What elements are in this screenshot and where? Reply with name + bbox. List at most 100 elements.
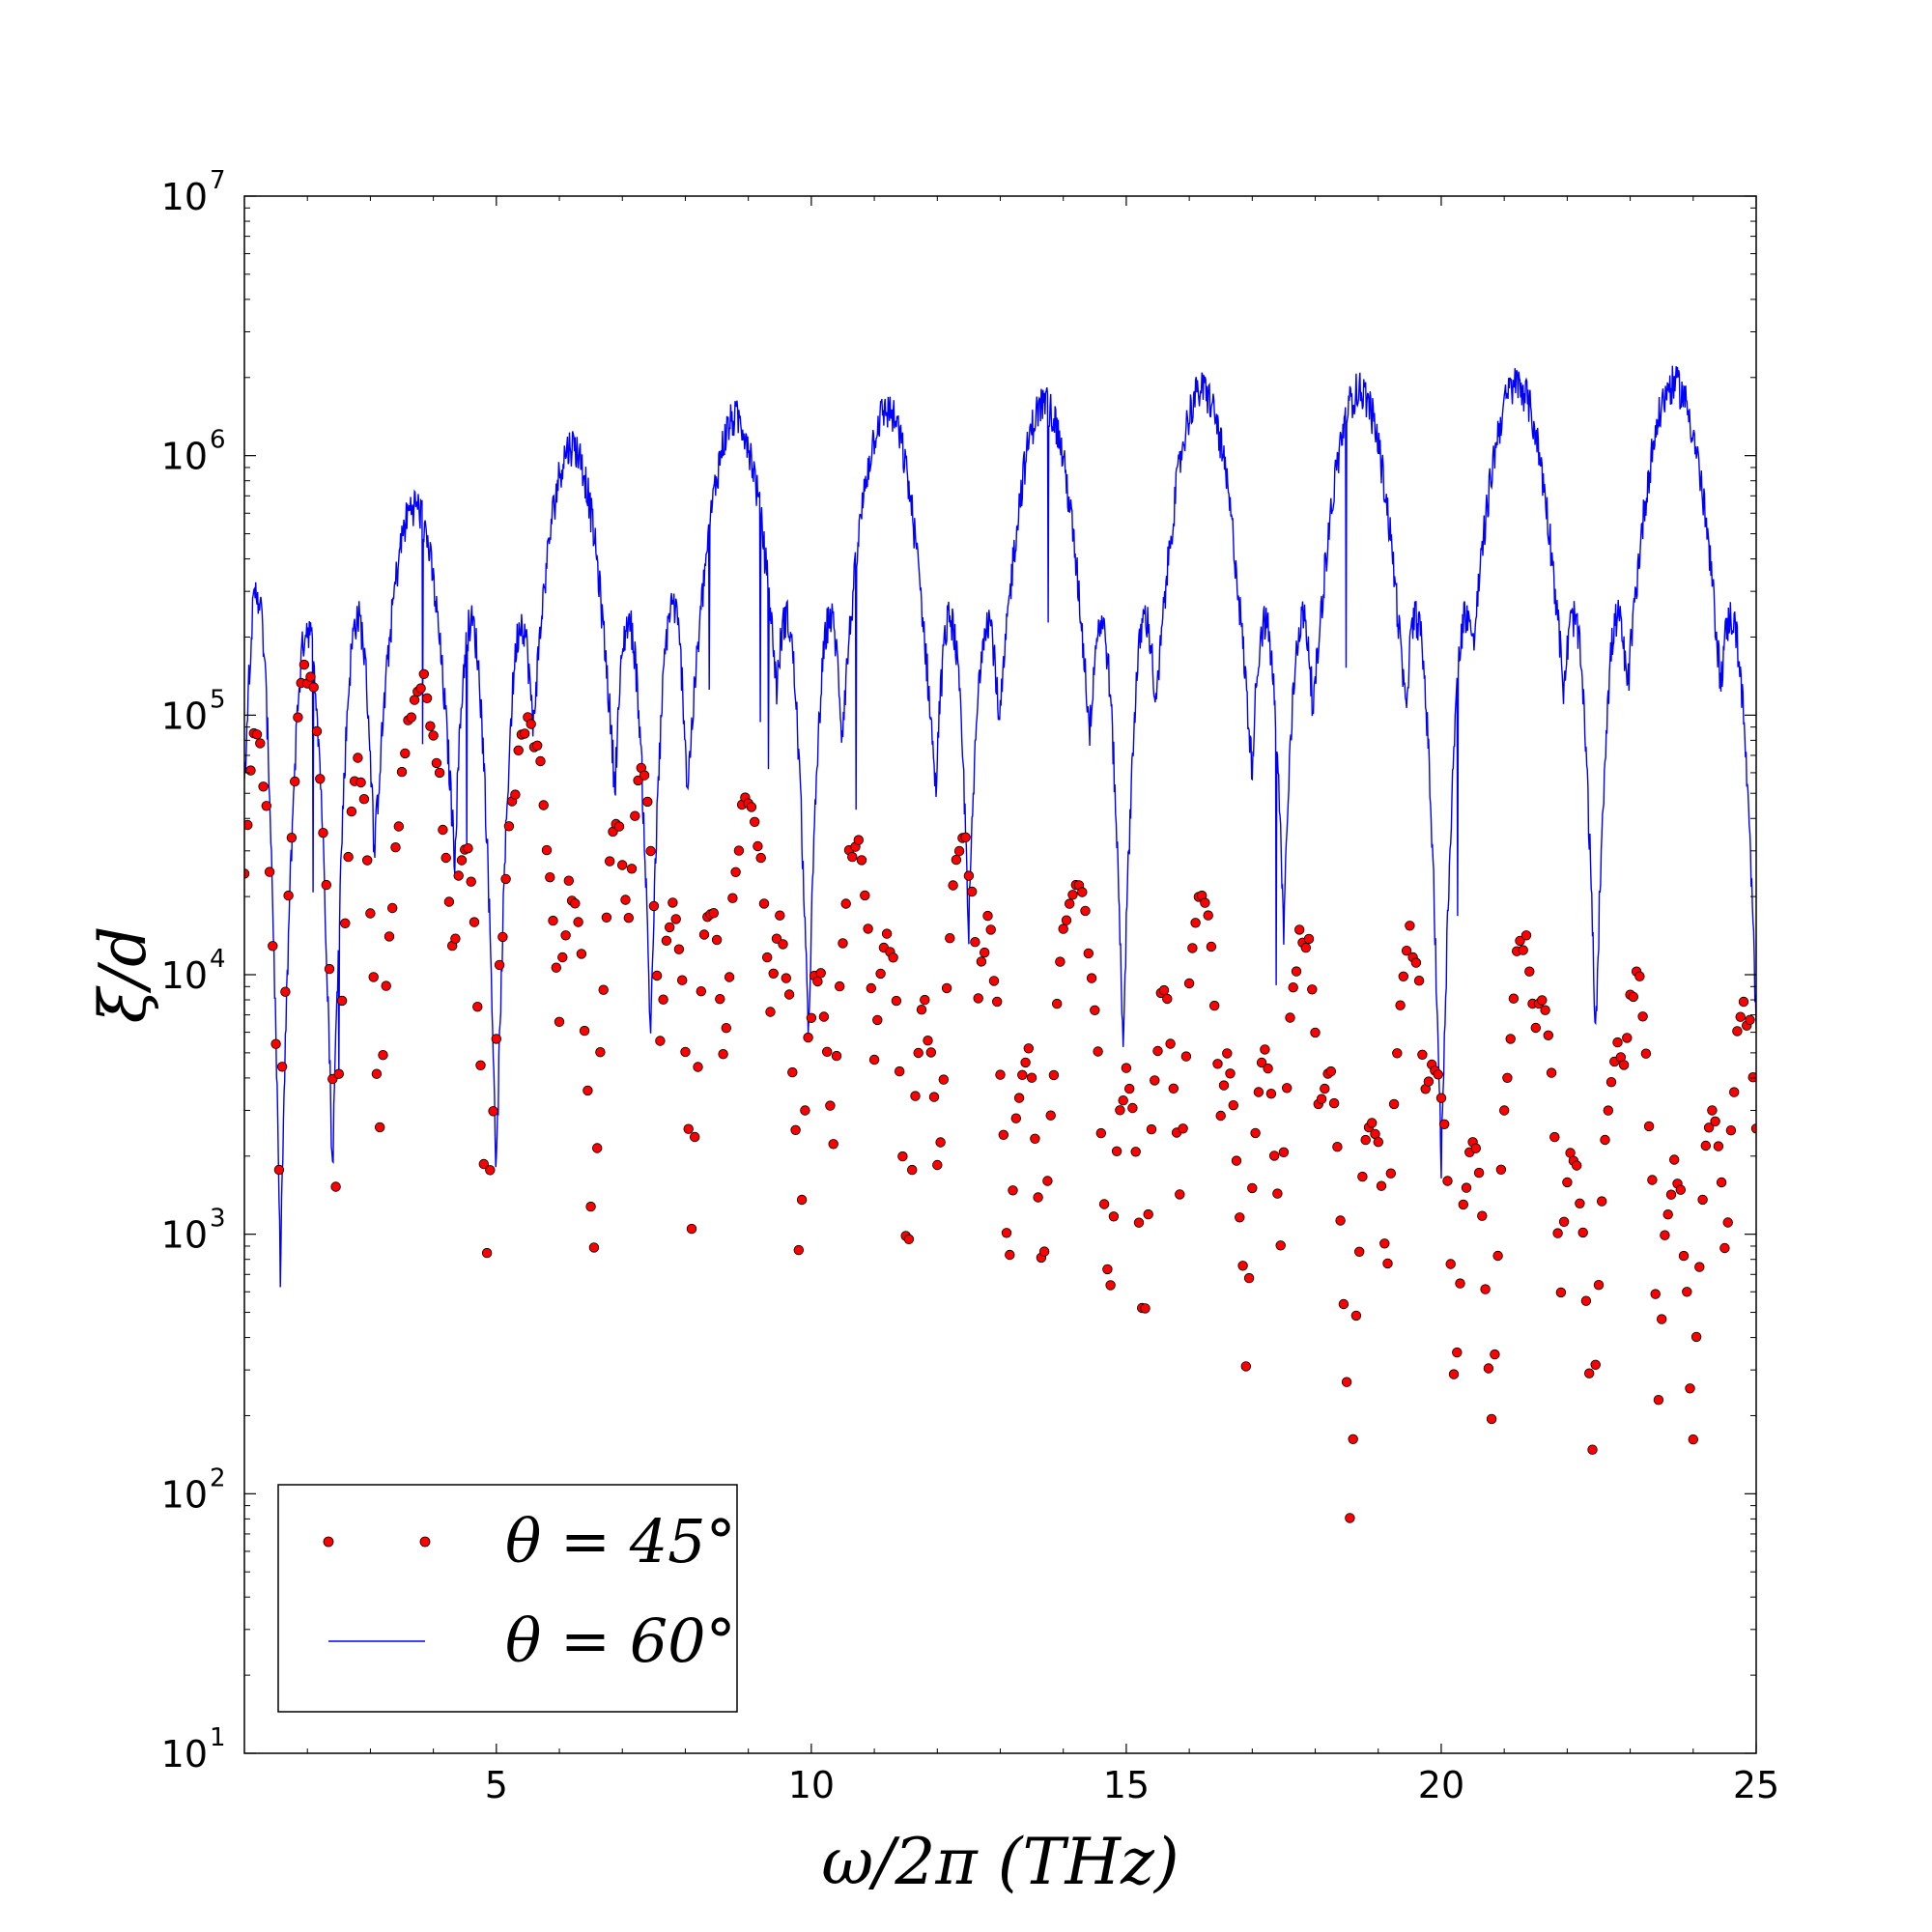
data-point (538, 800, 549, 810)
data-point (985, 924, 996, 935)
data-point (1520, 930, 1532, 941)
data-point (831, 1050, 842, 1062)
data-point (1130, 1147, 1141, 1157)
data-point (891, 995, 902, 1007)
y-tick-exponent: 7 (210, 166, 226, 195)
data-point (1260, 1044, 1270, 1055)
data-point (276, 1062, 288, 1072)
data-point (875, 968, 886, 980)
data-point (698, 929, 710, 940)
data-point (311, 725, 323, 737)
data-point (268, 941, 278, 952)
data-point (244, 819, 253, 831)
data-point (1587, 1444, 1598, 1455)
data-point (573, 917, 583, 927)
data-point (648, 900, 660, 912)
data-point (1320, 1083, 1330, 1094)
y-tick-exponent: 1 (210, 1723, 226, 1752)
data-point (598, 984, 609, 995)
data-point (1461, 1182, 1472, 1193)
data-point (863, 923, 873, 934)
data-point (1552, 1228, 1563, 1238)
data-point (1376, 1180, 1387, 1191)
data-point (1108, 1211, 1120, 1222)
data-point (690, 1131, 700, 1143)
data-point (1401, 946, 1412, 956)
data-point (881, 928, 893, 939)
data-point (1328, 1097, 1340, 1109)
data-point (1637, 1011, 1648, 1022)
data-point (1190, 918, 1201, 928)
data-point (1515, 935, 1525, 947)
data-point (532, 740, 543, 752)
data-point (1458, 1199, 1469, 1210)
data-point (1061, 915, 1072, 925)
data-point (1502, 1072, 1513, 1084)
data-point (1634, 971, 1645, 981)
data-point (1316, 1094, 1327, 1104)
data-point (1452, 1347, 1463, 1358)
data-point (960, 832, 971, 843)
data-point (872, 1014, 883, 1026)
data-point (1178, 1123, 1188, 1134)
data-point (733, 845, 745, 856)
data-point (576, 949, 587, 959)
data-point (548, 915, 558, 926)
data-point (948, 880, 958, 891)
data-point (1115, 1105, 1125, 1116)
data-point (953, 845, 965, 857)
data-point (790, 1124, 801, 1136)
data-point (1345, 1513, 1355, 1523)
data-point (626, 864, 638, 874)
data-point (928, 1092, 940, 1102)
data-point (400, 748, 411, 759)
data-point (1690, 1331, 1702, 1343)
data-point (520, 728, 530, 739)
data-point (680, 1046, 691, 1058)
data-point (806, 1012, 817, 1024)
data-point (721, 1022, 732, 1034)
data-point (563, 875, 575, 886)
data-point (1263, 1063, 1273, 1074)
data-point (1662, 1208, 1673, 1220)
data-point (1492, 1250, 1503, 1262)
data-point (755, 852, 766, 864)
data-point (1026, 1072, 1037, 1083)
data-point (945, 933, 955, 944)
data-point (1357, 1171, 1368, 1182)
data-point (481, 1247, 493, 1259)
data-point (1583, 1368, 1595, 1378)
data-point (1388, 1098, 1400, 1110)
data-point (938, 1074, 950, 1085)
data-point (1013, 1093, 1025, 1103)
data-point (318, 828, 328, 838)
data-point (1123, 1083, 1135, 1094)
data-point (670, 914, 681, 924)
data-point (803, 1032, 813, 1043)
data-point (1152, 1045, 1163, 1057)
data-point (982, 910, 993, 922)
data-point (305, 671, 316, 682)
data-point (781, 973, 792, 983)
data-point (1442, 1176, 1453, 1186)
data-point (932, 1159, 943, 1171)
data-point (673, 944, 685, 954)
data-point (453, 870, 464, 881)
legend-box (277, 1484, 738, 1713)
y-tick-label: 10 (161, 1733, 208, 1776)
data-point (1212, 1059, 1223, 1069)
data-point (582, 1085, 593, 1096)
data-point (1121, 1063, 1132, 1073)
y-tick-label: 10 (161, 1214, 208, 1257)
data-point (494, 959, 505, 971)
data-point (1575, 1198, 1585, 1209)
data-point (1030, 1133, 1040, 1145)
data-point (1341, 1377, 1352, 1387)
data-point (443, 896, 455, 907)
data-point (796, 1194, 808, 1206)
data-point (1628, 991, 1639, 1003)
data-point (255, 738, 266, 749)
data-point (463, 843, 473, 854)
data-point (1373, 1136, 1384, 1148)
data-point (1518, 945, 1528, 955)
